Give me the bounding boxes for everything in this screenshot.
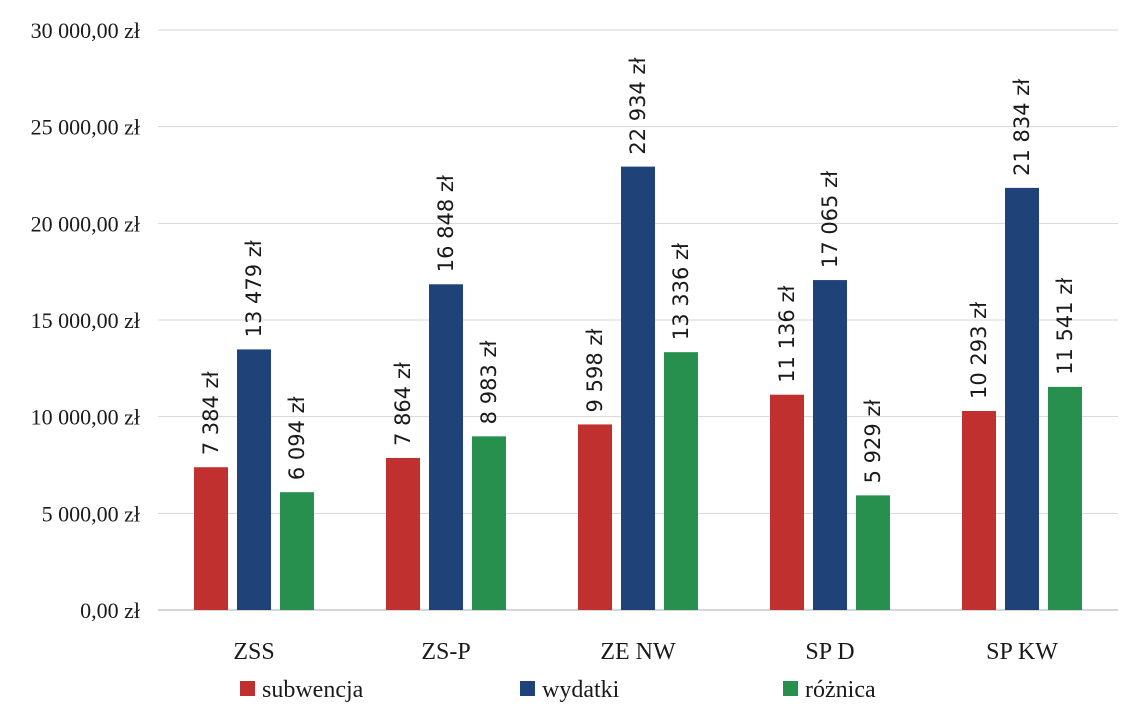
bar-wydatki [429,284,463,610]
legend-label: różnica [805,677,876,703]
legend-swatch-wydatki [520,681,535,696]
x-tick-label: SP KW [986,639,1058,665]
data-label: 13 479 zł [242,240,266,337]
legend-swatch-różnica [783,681,798,696]
data-label: 6 094 zł [285,396,309,480]
y-tick-label: 5 000,00 zł [42,501,140,526]
x-tick-label: SP D [805,639,854,665]
data-label: 11 541 zł [1053,278,1077,375]
x-axis-tick-labels: ZSS ZS-P ZE NW SP D SP KW [233,639,1058,665]
legend-label: subwencja [262,677,364,703]
y-tick-label: 10 000,00 zł [31,405,140,430]
x-tick-label: ZSS [233,639,274,665]
data-label: 8 983 zł [477,341,501,425]
bar-subwencja [386,457,420,610]
bar-różnica [280,492,314,610]
bar-różnica [1048,386,1082,610]
bar-różnica [664,352,698,610]
legend-swatch-subwencja [240,681,255,696]
data-label: 9 598 zł [583,329,607,413]
data-label: 22 934 zł [626,57,650,154]
y-tick-label: 20 000,00 zł [31,211,140,236]
legend-label: wydatki [542,677,620,703]
y-tick-label: 25 000,00 zł [31,115,140,140]
data-label: 7 864 zł [391,362,415,446]
bar-wydatki [621,166,655,611]
data-label: 11 136 zł [775,286,799,383]
bar-różnica [472,436,506,610]
bar-wydatki [1005,187,1039,610]
data-label: 17 065 zł [818,171,842,268]
data-label: 7 384 zł [199,371,223,455]
x-tick-label: ZE NW [600,639,676,665]
y-tick-label: 30 000,00 zł [31,18,140,43]
x-tick-label: ZS-P [421,639,470,665]
bar-wydatki [237,349,271,610]
bar-różnica [856,495,890,610]
legend: subwencja wydatki różnica [240,677,876,703]
data-label: 16 848 zł [434,175,458,272]
bar-subwencja [962,411,996,610]
bar-subwencja [194,467,228,610]
bars [194,166,1082,611]
data-label: 5 929 zł [861,400,885,484]
bar-subwencja [770,394,804,610]
y-axis-tick-labels: 0,00 zł 5 000,00 zł 10 000,00 zł 15 000,00 … [31,18,140,623]
y-tick-label: 0,00 zł [80,598,140,623]
data-label: 13 336 zł [669,243,693,340]
data-label: 21 834 zł [1010,79,1034,176]
data-label: 10 293 zł [967,302,991,399]
y-tick-label: 15 000,00 zł [31,308,140,333]
bar-wydatki [813,280,847,610]
bar-subwencja [578,424,612,610]
data-labels: 7 384 zł 13 479 zł 6 094 zł 7 864 zł 16 848 … [199,57,1077,483]
